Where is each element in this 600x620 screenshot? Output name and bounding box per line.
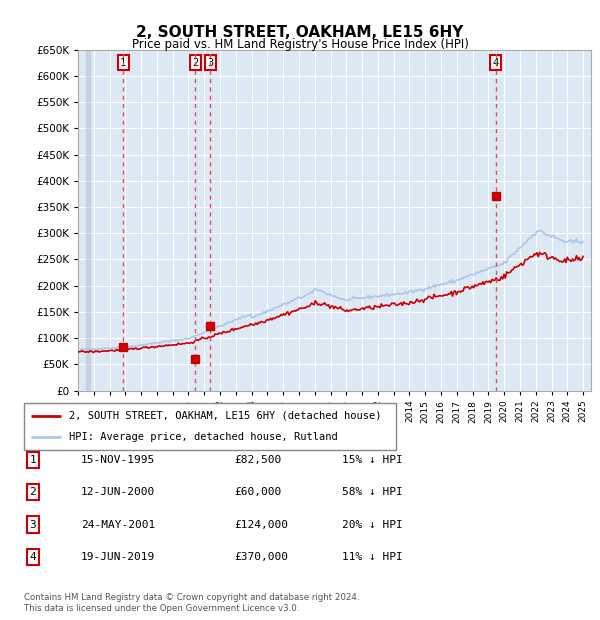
Text: Price paid vs. HM Land Registry's House Price Index (HPI): Price paid vs. HM Land Registry's House … — [131, 38, 469, 51]
Text: 15-NOV-1995: 15-NOV-1995 — [81, 455, 155, 465]
Text: 2, SOUTH STREET, OAKHAM, LE15 6HY: 2, SOUTH STREET, OAKHAM, LE15 6HY — [136, 25, 464, 40]
Text: 1: 1 — [120, 58, 127, 68]
Bar — [86, 50, 90, 391]
Text: 24-MAY-2001: 24-MAY-2001 — [81, 520, 155, 529]
Text: 3: 3 — [29, 520, 37, 529]
Text: £124,000: £124,000 — [234, 520, 288, 529]
Text: 2: 2 — [193, 58, 199, 68]
Text: HPI: Average price, detached house, Rutland: HPI: Average price, detached house, Rutl… — [68, 432, 337, 442]
Text: 58% ↓ HPI: 58% ↓ HPI — [342, 487, 403, 497]
Text: £60,000: £60,000 — [234, 487, 281, 497]
Text: 4: 4 — [29, 552, 37, 562]
Text: 19-JUN-2019: 19-JUN-2019 — [81, 552, 155, 562]
Text: 2: 2 — [29, 487, 37, 497]
Text: 11% ↓ HPI: 11% ↓ HPI — [342, 552, 403, 562]
Text: 15% ↓ HPI: 15% ↓ HPI — [342, 455, 403, 465]
Text: 12-JUN-2000: 12-JUN-2000 — [81, 487, 155, 497]
Text: £82,500: £82,500 — [234, 455, 281, 465]
Text: 20% ↓ HPI: 20% ↓ HPI — [342, 520, 403, 529]
Text: 2, SOUTH STREET, OAKHAM, LE15 6HY (detached house): 2, SOUTH STREET, OAKHAM, LE15 6HY (detac… — [68, 410, 381, 420]
Text: 1: 1 — [29, 455, 37, 465]
Text: £370,000: £370,000 — [234, 552, 288, 562]
FancyBboxPatch shape — [24, 403, 396, 450]
Text: 3: 3 — [208, 58, 214, 68]
Text: Contains HM Land Registry data © Crown copyright and database right 2024.
This d: Contains HM Land Registry data © Crown c… — [24, 593, 359, 613]
Text: 4: 4 — [493, 58, 499, 68]
